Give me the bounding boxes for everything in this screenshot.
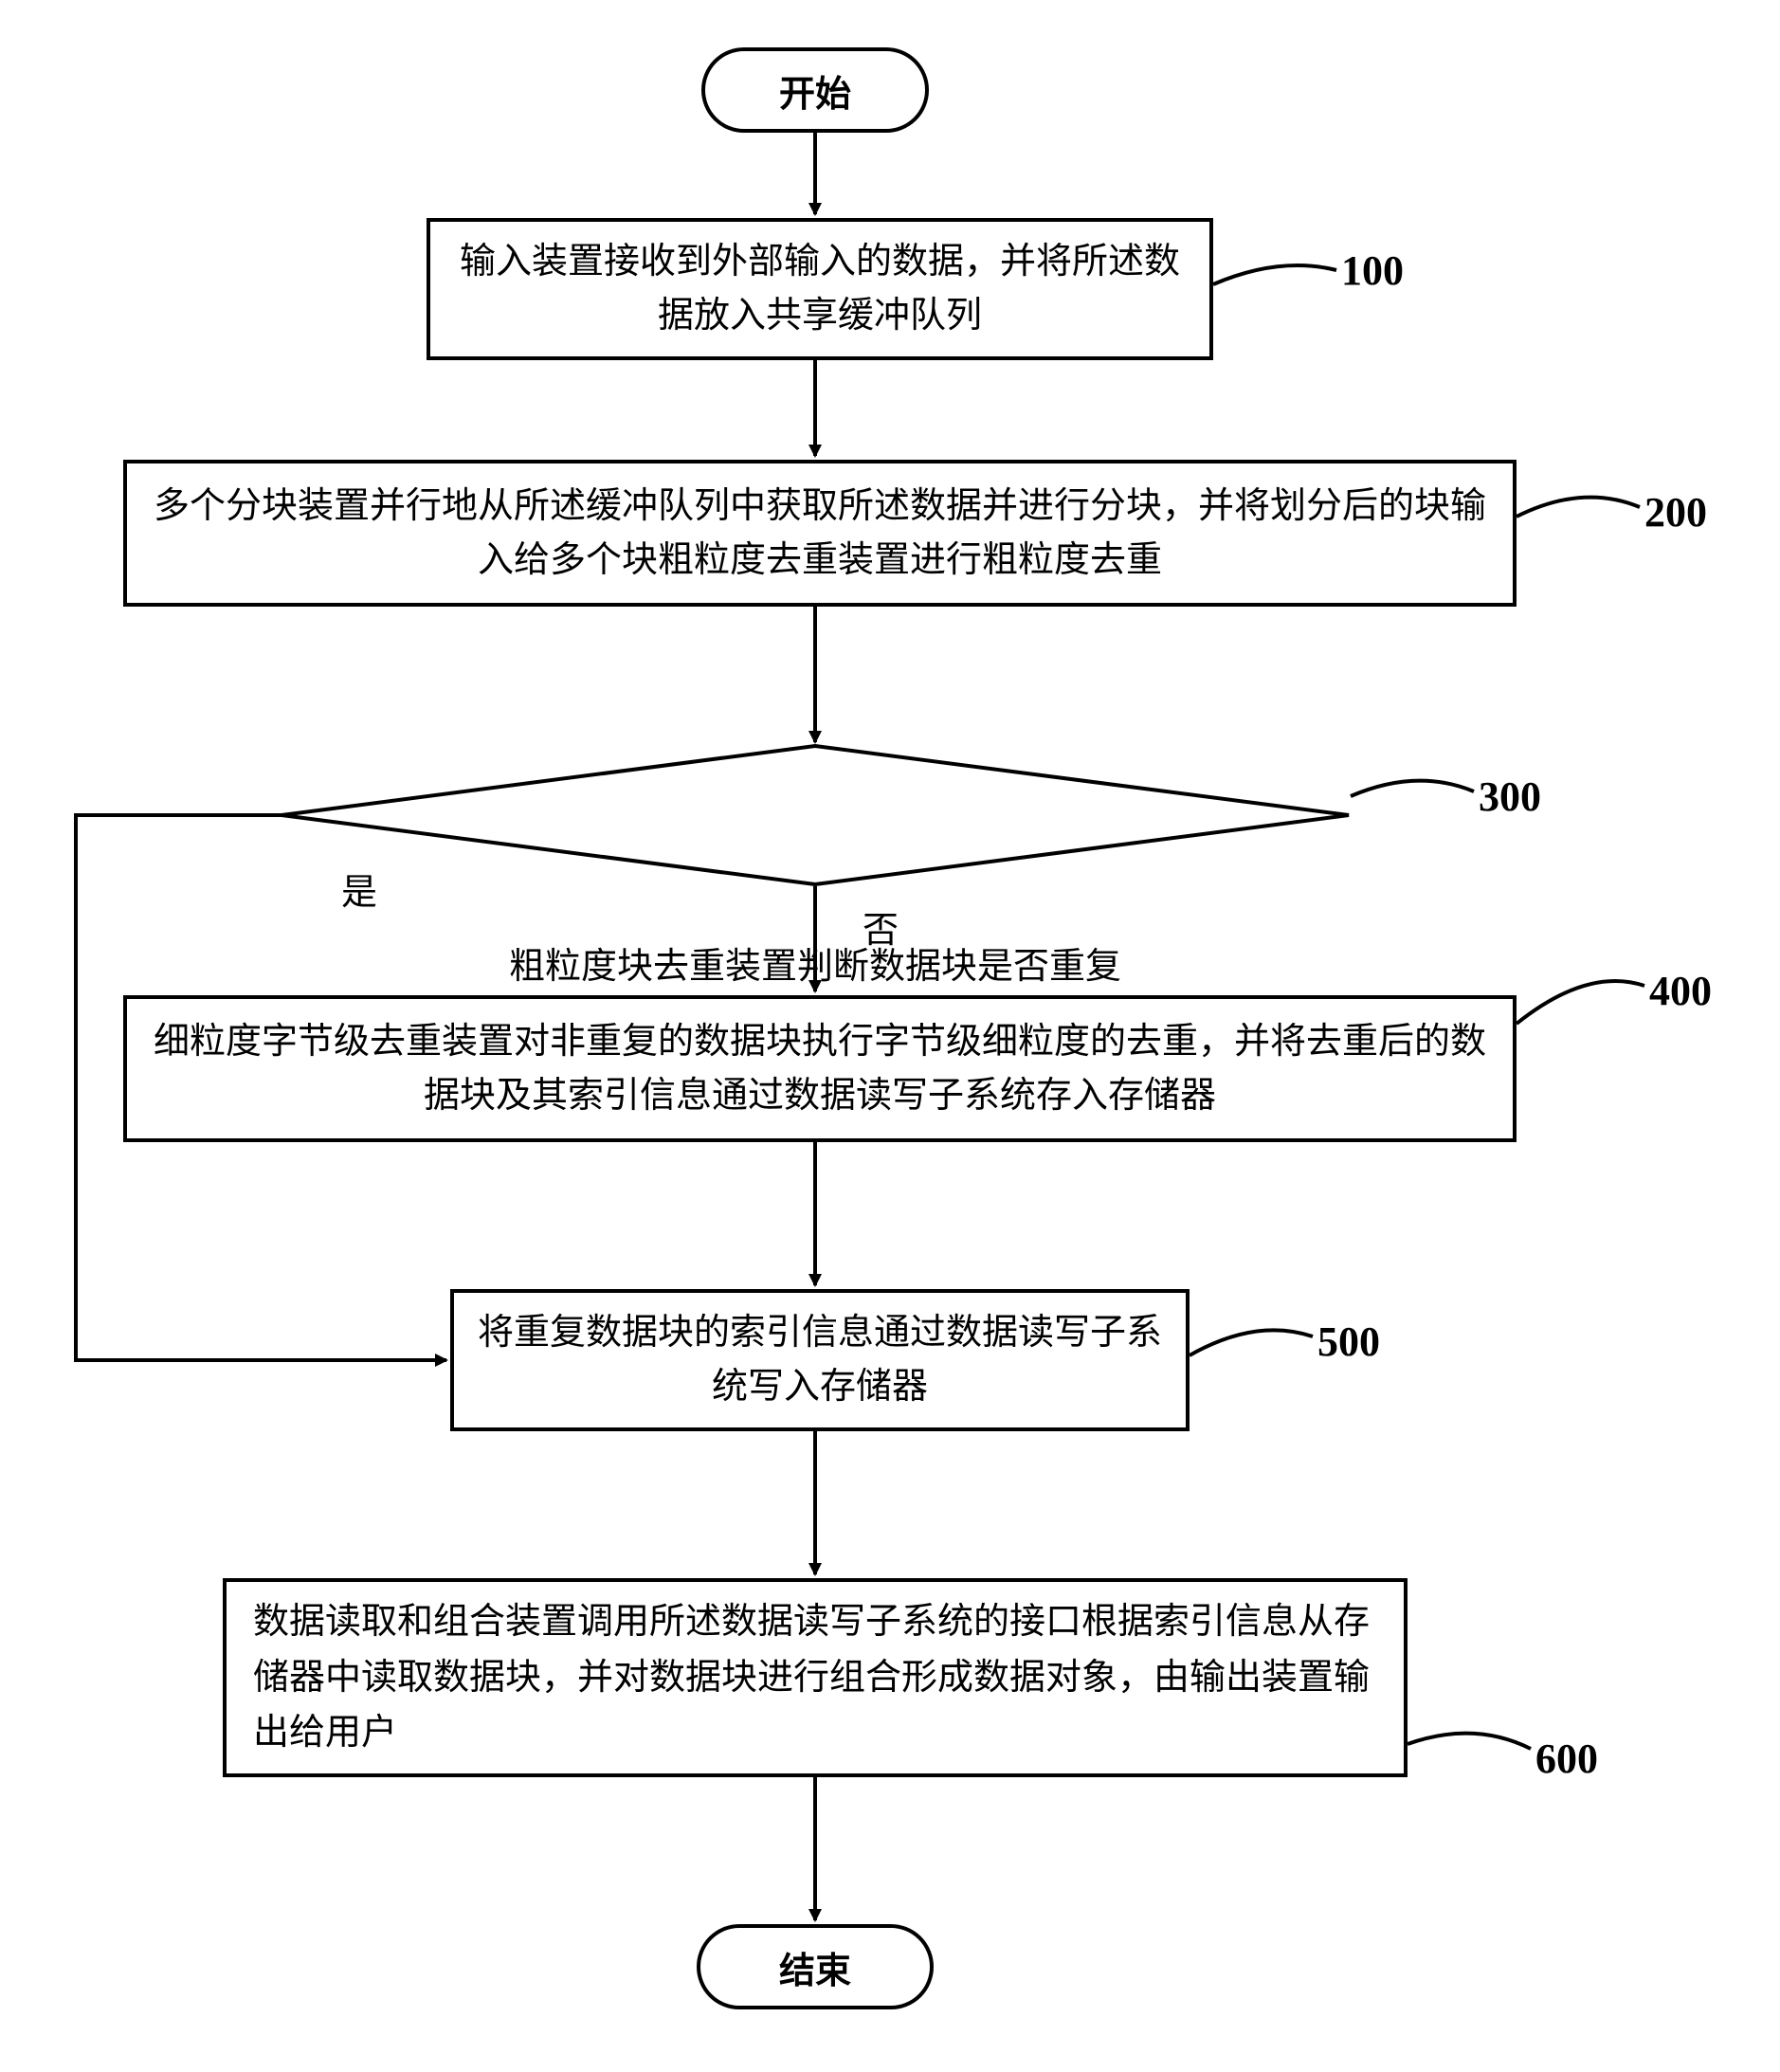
label-100: 100 [1341,246,1404,295]
start-text: 开始 [779,64,851,117]
process-200-text: 多个分块装置并行地从所述缓冲队列中获取所述数据并进行分块，并将划分后的块输入给多… [146,480,1494,588]
label-300: 300 [1479,772,1541,821]
process-600-text: 数据读取和组合装置调用所述数据读写子系统的接口根据索引信息从存储器中读取数据块，… [253,1594,1377,1762]
decision-300-text: 粗粒度块去重装置判断数据块是否重复 [509,936,1121,989]
end-text: 结束 [779,1941,851,1993]
process-400: 细粒度字节级去重装置对非重复的数据块执行字节级细粒度的去重，并将去重后的数据块及… [123,995,1517,1142]
process-500: 将重复数据块的索引信息通过数据读写子系统写入存储器 [450,1289,1190,1431]
start-terminator: 开始 [701,47,929,133]
decision-shape [280,744,1351,886]
process-200: 多个分块装置并行地从所述缓冲队列中获取所述数据并进行分块，并将划分后的块输入给多… [123,460,1517,607]
process-500-text: 将重复数据块的索引信息通过数据读写子系统写入存储器 [473,1306,1167,1414]
label-600: 600 [1535,1735,1598,1783]
process-100: 输入装置接收到外部输入的数据，并将所述数据放入共享缓冲队列 [427,218,1213,360]
process-100-text: 输入装置接收到外部输入的数据，并将所述数据放入共享缓冲队列 [449,235,1190,343]
label-500: 500 [1317,1318,1380,1366]
branch-no: 否 [863,900,899,953]
end-terminator: 结束 [697,1924,934,2009]
branch-yes: 是 [341,863,377,915]
label-400: 400 [1649,967,1712,1015]
process-600: 数据读取和组合装置调用所述数据读写子系统的接口根据索引信息从存储器中读取数据块，… [223,1578,1408,1777]
decision-300: 粗粒度块去重装置判断数据块是否重复 [280,744,1351,886]
process-400-text: 细粒度字节级去重装置对非重复的数据块执行字节级细粒度的去重，并将去重后的数据块及… [146,1015,1494,1123]
label-200: 200 [1644,488,1707,536]
flowchart-container: 开始 结束 输入装置接收到外部输入的数据，并将所述数据放入共享缓冲队列 100 … [38,38,1744,2028]
